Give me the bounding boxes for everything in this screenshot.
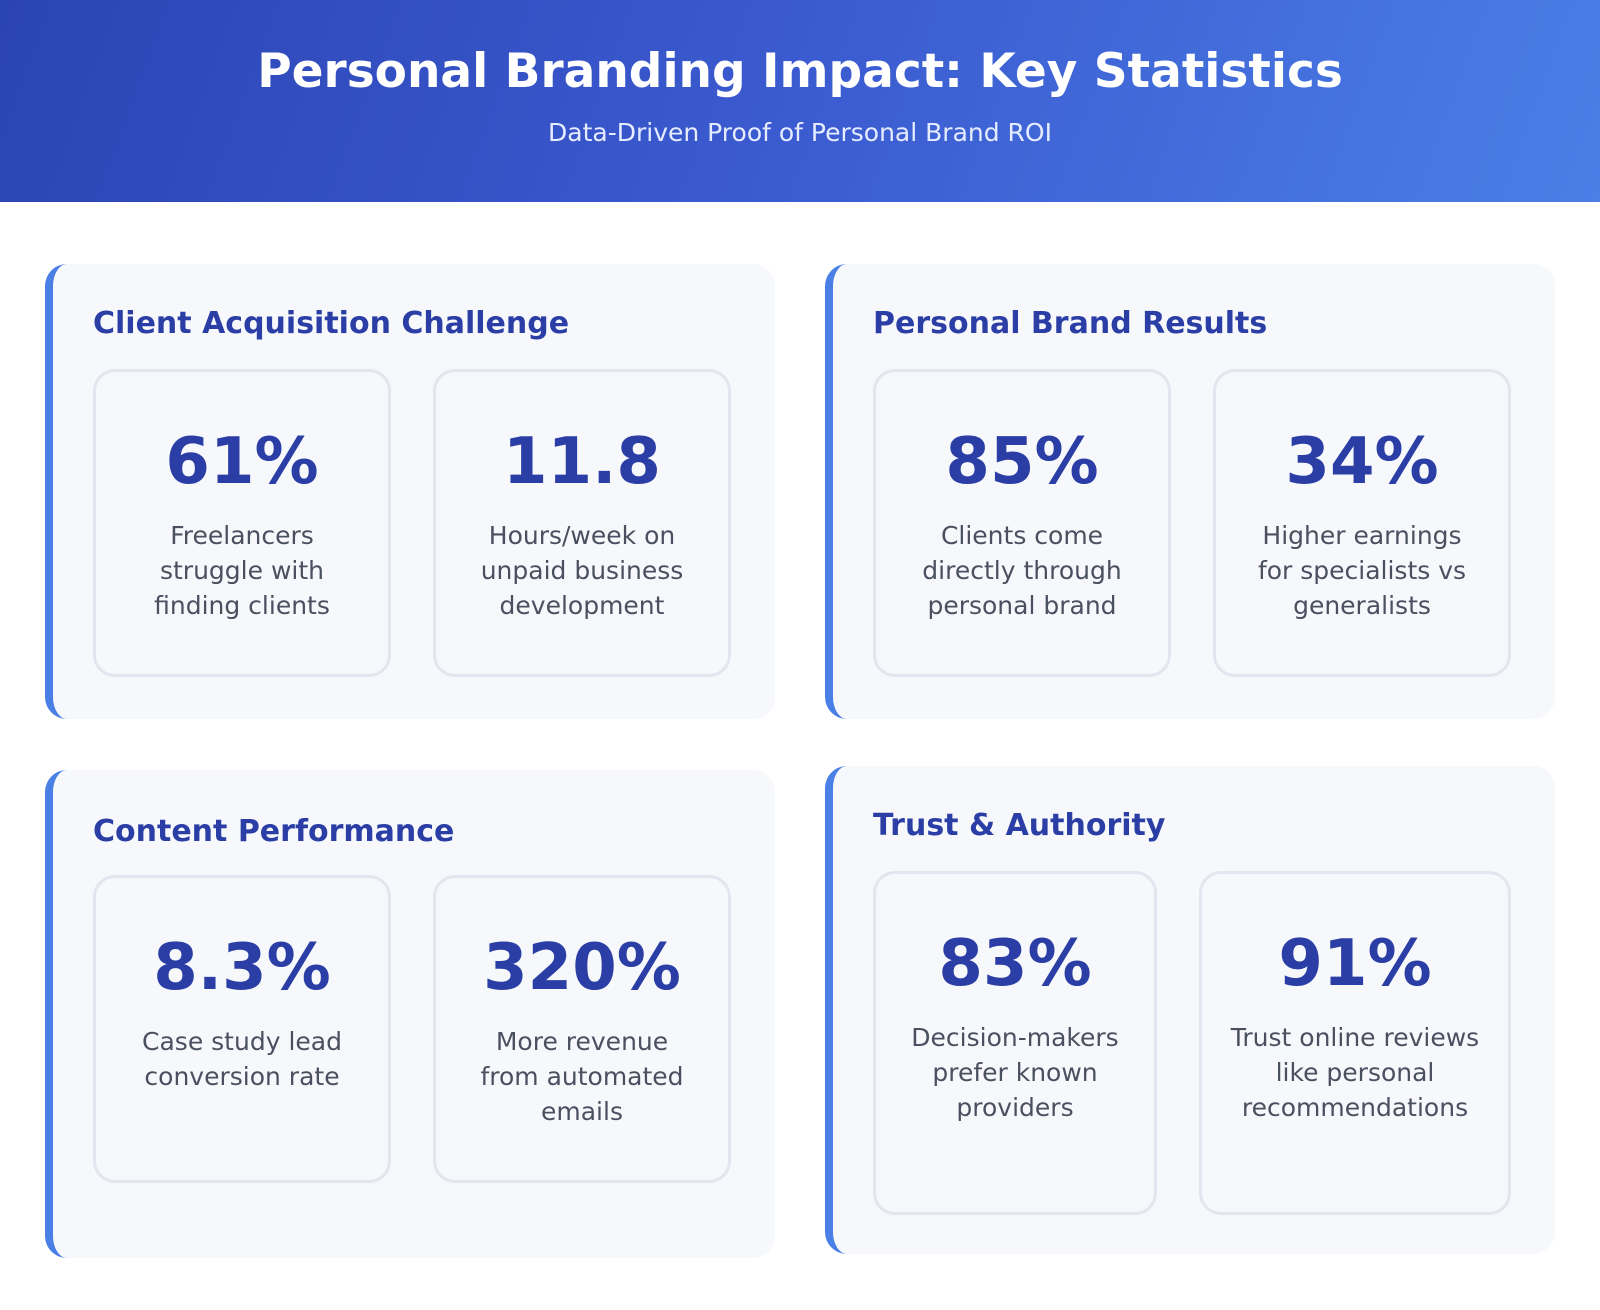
- stat-value: 91%: [1278, 927, 1432, 1001]
- stat-label: Case study lead conversion rate: [142, 1027, 342, 1091]
- section-client-acquisition: Client Acquisition Challenge 61% Freelan…: [45, 264, 775, 719]
- stat-card: 11.8 Hours/week on unpaid business devel…: [433, 369, 731, 677]
- stat-card: 320% More revenue from automated emails: [433, 875, 731, 1183]
- stat-value: 83%: [938, 927, 1092, 1001]
- stat-label: More revenue from automated emails: [480, 1027, 684, 1126]
- stat-value: 8.3%: [153, 931, 331, 1005]
- section-trust-authority: Trust & Authority 83% Decision-makers pr…: [825, 766, 1555, 1254]
- stat-label: Higher earnings for specialists vs gener…: [1257, 521, 1467, 620]
- stat-label: Freelancers struggle with finding client…: [154, 521, 330, 620]
- stat-label: Decision-makers prefer known providers: [911, 1023, 1119, 1122]
- section-personal-brand-results: Personal Brand Results 85% Clients come …: [825, 264, 1555, 719]
- section-title: Trust & Authority: [873, 808, 1166, 843]
- stat-label: Clients come directly through personal b…: [922, 521, 1122, 620]
- section-title: Client Acquisition Challenge: [93, 306, 570, 341]
- stat-value: 11.8: [503, 425, 661, 499]
- stat-card: 34% Higher earnings for specialists vs g…: [1213, 369, 1511, 677]
- section-title: Personal Brand Results: [873, 306, 1268, 341]
- section-title: Content Performance: [93, 814, 455, 849]
- stat-value: 34%: [1285, 425, 1439, 499]
- stat-card: 61% Freelancers struggle with finding cl…: [93, 369, 391, 677]
- stat-label: Hours/week on unpaid business developmen…: [480, 521, 684, 620]
- stat-card: 91% Trust online reviews like personal r…: [1199, 871, 1511, 1215]
- stat-label: Trust online reviews like personal recom…: [1230, 1023, 1480, 1122]
- page-subtitle: Data-Driven Proof of Personal Brand ROI: [548, 118, 1052, 147]
- stat-card: 8.3% Case study lead conversion rate: [93, 875, 391, 1183]
- stat-value: 320%: [483, 931, 681, 1005]
- section-content-performance: Content Performance 8.3% Case study lead…: [45, 770, 775, 1258]
- stat-value: 61%: [165, 425, 319, 499]
- stat-card: 83% Decision-makers prefer known provide…: [873, 871, 1157, 1215]
- stat-value: 85%: [945, 425, 1099, 499]
- page-header: Personal Branding Impact: Key Statistics…: [0, 0, 1600, 202]
- stat-card: 85% Clients come directly through person…: [873, 369, 1171, 677]
- page-title: Personal Branding Impact: Key Statistics: [257, 44, 1343, 99]
